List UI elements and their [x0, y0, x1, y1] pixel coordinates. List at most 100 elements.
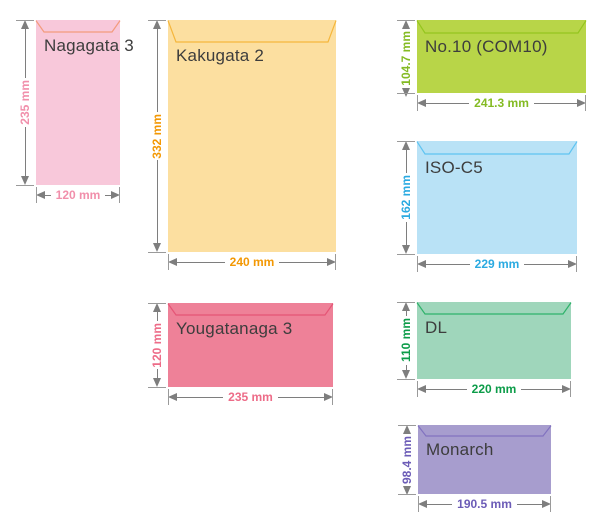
- width-dimension-arrow: 229 mm: [417, 257, 578, 271]
- width-dimension-label: 120 mm: [55, 188, 101, 202]
- envelope-name-label: No.10 (COM10): [425, 37, 548, 56]
- envelope-shape: DL: [416, 302, 572, 379]
- extension-line-right: [570, 381, 571, 397]
- arrow-right-icon: [577, 99, 587, 107]
- extension-line-right: [585, 95, 586, 111]
- width-dimension-arrow: 241.3 mm: [417, 96, 587, 110]
- extension-line-left: [168, 254, 169, 270]
- arrow-down-icon: [153, 378, 161, 388]
- envelope-shape: No.10 (COM10): [416, 20, 587, 93]
- dimension-line: [156, 29, 158, 112]
- arrow-up-icon: [153, 303, 161, 312]
- arrow-left-icon: [417, 99, 426, 107]
- arrow-down-icon: [403, 486, 411, 496]
- extension-line-top: [398, 425, 416, 426]
- height-dimension-arrow: 162 mm: [399, 141, 413, 255]
- envelope-shape: Yougatanaga 3: [167, 303, 334, 387]
- envelope-flap-icon: [167, 303, 334, 316]
- dimension-line: [279, 261, 328, 263]
- envelope-name-label: Kakugata 2: [176, 46, 265, 65]
- extension-line-bottom: [148, 252, 166, 253]
- extension-line-right: [119, 187, 120, 203]
- dimension-line: [177, 396, 224, 398]
- width-dimension-arrow: 240 mm: [168, 255, 337, 269]
- extension-line-left: [168, 389, 169, 405]
- arrow-left-icon: [417, 260, 426, 268]
- height-dimension-label: 332 mm: [150, 113, 164, 159]
- envelope-flap-icon: [416, 141, 578, 155]
- arrow-left-icon: [418, 500, 427, 508]
- dimension-line: [426, 263, 470, 265]
- width-dimension-arrow: 190.5 mm: [418, 497, 552, 511]
- dimension-line: [156, 160, 158, 244]
- arrow-up-icon: [403, 425, 411, 434]
- extension-line-bottom: [397, 254, 415, 255]
- envelope-shape: ISO-C5: [416, 141, 578, 254]
- width-dimension-arrow: 235 mm: [168, 390, 334, 404]
- arrow-down-icon: [402, 370, 410, 380]
- arrow-right-icon: [324, 393, 334, 401]
- extension-line-right: [576, 256, 577, 272]
- dimension-line: [405, 221, 407, 246]
- extension-line-left: [36, 187, 37, 203]
- dimension-line: [405, 150, 407, 174]
- extension-line-top: [397, 20, 415, 21]
- arrow-up-icon: [153, 20, 161, 29]
- dimension-line: [24, 126, 26, 177]
- extension-line-top: [397, 141, 415, 142]
- width-dimension-label: 235 mm: [228, 390, 273, 404]
- arrow-right-icon: [542, 500, 552, 508]
- dimension-line: [533, 102, 578, 104]
- width-dimension-arrow: 220 mm: [417, 382, 572, 396]
- dimension-line: [524, 263, 569, 265]
- dimension-line: [277, 396, 325, 398]
- extension-line-top: [16, 20, 34, 21]
- arrow-up-icon: [402, 141, 410, 150]
- height-dimension-label: 98.4 mm: [400, 436, 414, 485]
- arrow-right-icon: [111, 191, 121, 199]
- extension-line-right: [332, 389, 333, 405]
- width-dimension-label: 220 mm: [471, 382, 517, 396]
- arrow-up-icon: [402, 302, 410, 311]
- extension-line-bottom: [148, 387, 166, 388]
- extension-line-top: [148, 303, 166, 304]
- arrow-left-icon: [168, 258, 177, 266]
- dimension-line: [156, 312, 158, 321]
- envelope-name-label: DL: [425, 318, 448, 337]
- height-dimension-arrow: 120 mm: [150, 303, 164, 388]
- dimension-line: [156, 369, 158, 379]
- envelope-shape: Monarch: [417, 425, 552, 494]
- height-dimension-arrow: 332 mm: [150, 20, 164, 253]
- dimension-line: [516, 503, 543, 505]
- arrow-down-icon: [21, 176, 29, 186]
- arrow-left-icon: [417, 385, 426, 393]
- height-dimension-label: 162 mm: [399, 175, 413, 220]
- envelope-flap-icon: [35, 20, 121, 33]
- width-dimension-label: 240 mm: [229, 255, 275, 269]
- height-dimension-label: 110 mm: [399, 318, 413, 363]
- arrow-up-icon: [21, 20, 29, 29]
- dimension-line: [427, 503, 453, 505]
- dimension-line: [105, 194, 112, 196]
- extension-line-top: [397, 302, 415, 303]
- envelope-name-label: ISO-C5: [425, 158, 483, 177]
- dimension-line: [405, 311, 407, 317]
- width-dimension-label: 241.3 mm: [474, 96, 529, 110]
- envelope-name-label: Nagagata 3: [44, 36, 134, 55]
- envelope-name-label: Monarch: [426, 440, 494, 459]
- width-dimension-label: 190.5 mm: [457, 497, 512, 511]
- extension-line-bottom: [397, 379, 415, 380]
- width-dimension-arrow: 120 mm: [36, 188, 121, 202]
- extension-line-left: [417, 381, 418, 397]
- envelope-flap-icon: [416, 20, 587, 34]
- arrow-right-icon: [562, 385, 572, 393]
- extension-line-left: [417, 95, 418, 111]
- height-dimension-arrow: 110 mm: [399, 302, 413, 380]
- extension-line-right: [335, 254, 336, 270]
- height-dimension-arrow: 98.4 mm: [400, 425, 414, 496]
- dimension-line: [426, 388, 467, 390]
- height-dimension-arrow: 104.7 mm: [399, 20, 413, 97]
- dimension-line: [45, 194, 51, 196]
- envelope-name-label: Yougatanaga 3: [176, 319, 293, 338]
